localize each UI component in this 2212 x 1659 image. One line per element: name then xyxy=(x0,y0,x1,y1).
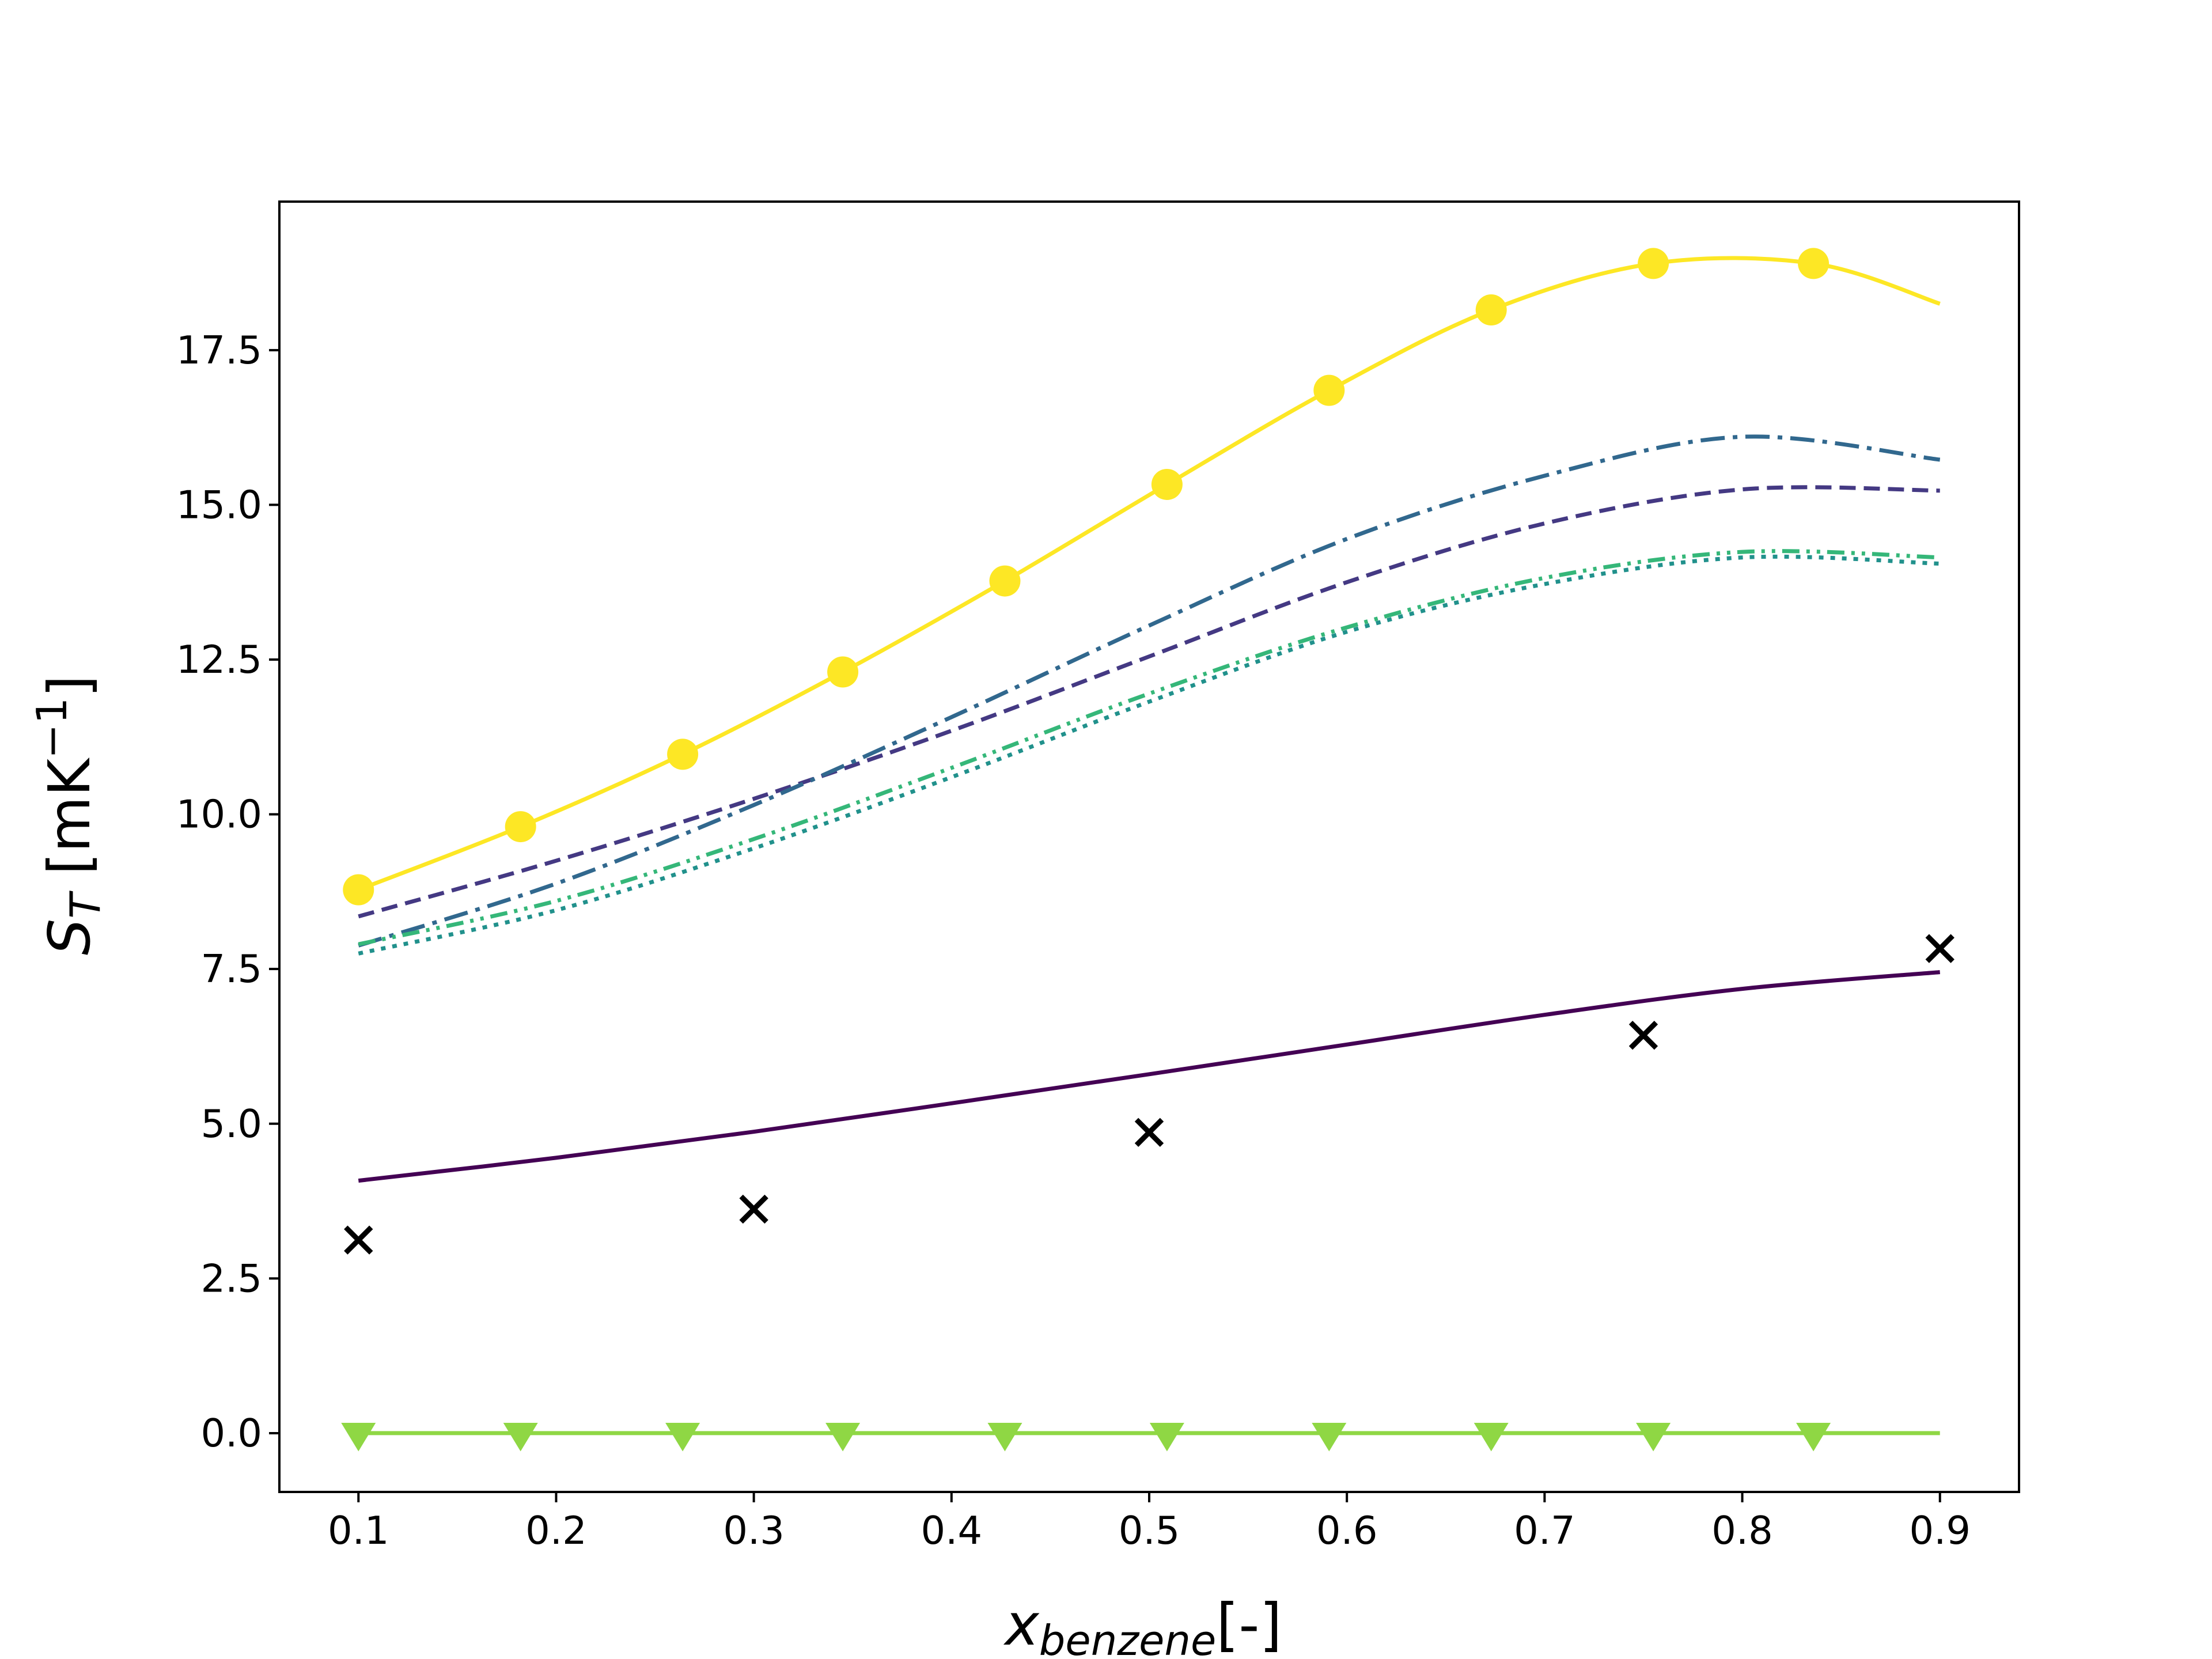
y-axis-ticks: 0.0 2.5 5.0 7.5 10.0 12.5 15.0 17.5 xyxy=(176,328,279,1456)
series-5-marker-8 xyxy=(1636,1422,1671,1452)
series-6-marker-4 xyxy=(989,565,1021,597)
y-axis-label: ST [mK−1] xyxy=(28,675,109,955)
y-tick-label-2: 5.0 xyxy=(200,1101,262,1146)
series-6-marker-2 xyxy=(667,738,699,770)
series-5-marker-7 xyxy=(1474,1422,1509,1452)
x-tick-label-0: 0.1 xyxy=(328,1508,389,1553)
series-6-marker-8 xyxy=(1638,248,1669,279)
scatter-point-3 xyxy=(1628,1020,1658,1050)
x-tick-label-4: 0.5 xyxy=(1119,1508,1180,1553)
series-5-marker-9 xyxy=(1796,1422,1831,1452)
series-6-marker-9 xyxy=(1798,248,1830,279)
x-tick-label-3: 0.4 xyxy=(921,1508,983,1553)
y-tick-label-1: 2.5 xyxy=(200,1256,262,1301)
x-tick-label-2: 0.3 xyxy=(723,1508,785,1553)
y-tick-label-6: 15.0 xyxy=(176,482,262,527)
scatter-point-4 xyxy=(1925,934,1955,963)
plot-marks xyxy=(341,248,1955,1452)
scatter-point-2 xyxy=(1134,1118,1164,1147)
series-line-2 xyxy=(358,434,1941,948)
series-6-marker-5 xyxy=(1151,468,1183,500)
x-axis-ticks: 0.1 0.2 0.3 0.4 0.5 0.6 0.7 0.8 0.9 xyxy=(328,1492,1971,1553)
series-6-marker-1 xyxy=(505,811,536,843)
x-axis-label: xbenzene[-] xyxy=(1003,1591,1282,1659)
series-5-marker-5 xyxy=(1149,1422,1184,1452)
x-tick-label-6: 0.7 xyxy=(1514,1508,1575,1553)
series-6-marker-6 xyxy=(1313,374,1345,406)
series-6-marker-0 xyxy=(343,874,374,906)
series-6-marker-7 xyxy=(1475,294,1507,326)
scatter-point-0 xyxy=(344,1225,373,1255)
series-5-marker-1 xyxy=(503,1422,538,1452)
series-line-4 xyxy=(358,549,1940,946)
scatter-point-1 xyxy=(739,1194,768,1224)
y-tick-label-7: 17.5 xyxy=(176,328,262,373)
series-5-marker-4 xyxy=(987,1422,1022,1452)
series-5-marker-3 xyxy=(825,1422,861,1452)
y-tick-label-3: 7.5 xyxy=(200,946,262,991)
x-tick-label-5: 0.6 xyxy=(1316,1508,1378,1553)
series-line-0 xyxy=(358,970,1940,1183)
y-tick-label-0: 0.0 xyxy=(200,1411,262,1456)
series-5-marker-6 xyxy=(1312,1422,1347,1452)
y-tick-label-5: 12.5 xyxy=(176,637,262,682)
x-tick-label-8: 0.9 xyxy=(1909,1508,1971,1553)
y-tick-label-4: 10.0 xyxy=(176,792,262,837)
series-line-3 xyxy=(358,554,1940,956)
series-6-marker-3 xyxy=(827,656,859,688)
series-line-1 xyxy=(358,485,1940,919)
series-5-marker-0 xyxy=(341,1422,376,1452)
series-5-marker-2 xyxy=(665,1422,700,1452)
x-tick-label-1: 0.2 xyxy=(525,1508,587,1553)
x-tick-label-7: 0.8 xyxy=(1711,1508,1773,1553)
